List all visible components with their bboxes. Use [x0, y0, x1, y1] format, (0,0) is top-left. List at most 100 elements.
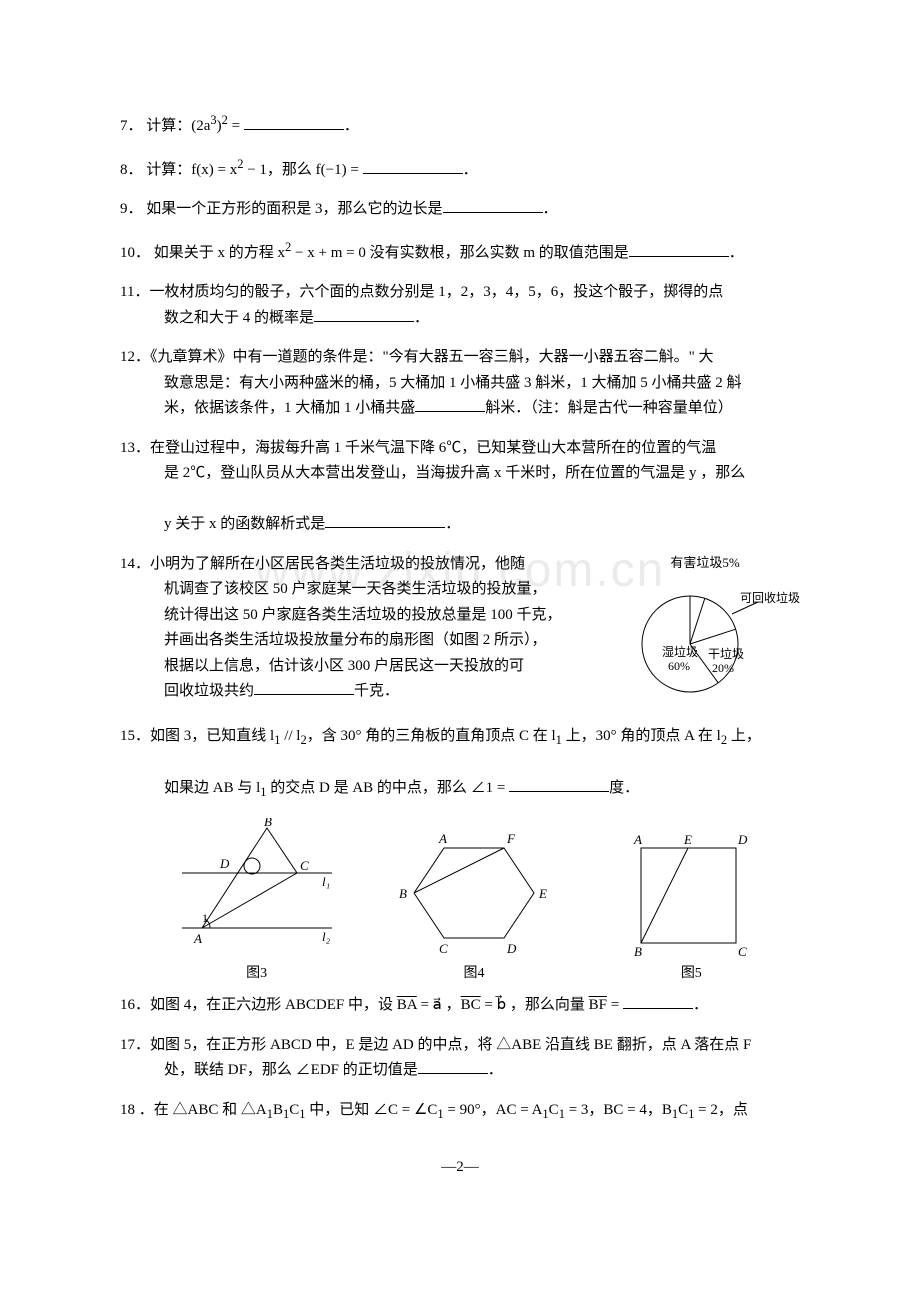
q-text: 上，30° 角的顶点 A 在 l [562, 728, 721, 744]
q-text: C [549, 1102, 559, 1118]
answer-blank[interactable] [415, 397, 485, 412]
svg-text:C: C [439, 941, 448, 956]
pie-svg: 湿垃圾 60% 干垃圾 20% 可回收垃圾 [610, 574, 800, 704]
fig3-caption: 图3 [172, 962, 342, 986]
q-num: 13． [120, 440, 150, 456]
answer-blank[interactable] [623, 994, 693, 1009]
answer-blank[interactable] [314, 307, 414, 322]
answer-blank[interactable] [629, 242, 729, 257]
q-text: = b⃗ ，那么向量 [481, 997, 589, 1013]
q-text: // l [280, 728, 300, 744]
svg-text:l₁: l₁ [322, 874, 330, 889]
q-text: 如图 5，在正方形 ABCD 中，E 是边 AD 的中点，将 △ABE 沿直线 … [150, 1037, 751, 1053]
q-num: 18 ． [120, 1102, 154, 1118]
q-text: 斛米．（注：斛是古代一种容量单位） [485, 400, 733, 416]
answer-blank[interactable] [325, 513, 445, 528]
q-text: = [607, 997, 623, 1013]
q-text: 统计得出这 50 户家庭各类生活垃圾的投放总量是 100 千克， [120, 607, 562, 623]
pie-wet-label: 湿垃圾 [662, 644, 698, 659]
figure-3: B D C A 1 l₁ l₂ 图3 [172, 818, 342, 986]
q-text: 度． [609, 780, 639, 796]
question-14: 有害垃圾5% 湿垃圾 60% 干垃圾 20% 可回收垃圾 14．小明 [120, 552, 800, 710]
q-text: 如图 3，已知直线 l [150, 728, 274, 744]
pie-wet-pct: 60% [668, 659, 690, 673]
pie-dry-label: 干垃圾 [708, 646, 744, 661]
answer-blank[interactable] [509, 777, 609, 792]
answer-blank[interactable] [418, 1059, 488, 1074]
q-text: 回收垃圾共约 [120, 683, 254, 699]
q-text: 千克． [354, 683, 399, 699]
q-text: 的交点 D 是 AB 的中点，那么 ∠1 = [267, 780, 510, 796]
question-15: 15．如图 3，已知直线 l1 // l2，含 30° 角的三角板的直角顶点 C… [120, 724, 800, 804]
tail: ． [729, 245, 744, 261]
q-text: 是 2℃，登山队员从大本营出发登山，当海拔升高 x 千米时，所在位置的气温是 y… [120, 465, 745, 481]
q-text: 处，联结 DF，那么 ∠EDF 的正切值是 [120, 1062, 418, 1078]
q-num: 12． [120, 349, 150, 365]
q-num: 14． [120, 556, 150, 572]
fig5-caption: 图5 [606, 962, 776, 986]
vector: BF [589, 997, 607, 1013]
svg-text:E: E [538, 886, 547, 901]
vector: BC [461, 997, 481, 1013]
svg-text:D: D [737, 832, 748, 847]
fig3-svg: B D C A 1 l₁ l₂ [172, 818, 342, 958]
q-text: = a⃗ ， [417, 997, 461, 1013]
tail: ． [344, 118, 359, 134]
q-num: 11． [120, 284, 149, 300]
q-text: = 2，点 [694, 1102, 747, 1118]
vector: BA [397, 997, 417, 1013]
svg-text:B: B [399, 886, 407, 901]
answer-blank[interactable] [363, 159, 463, 174]
svg-text:A: A [193, 931, 202, 946]
q-text: 在 △ABC 和 △A [154, 1102, 267, 1118]
q-text: 一枚材质均匀的骰子，六个面的点数分别是 1，2，3，4，5，6，投这个骰子，掷得… [149, 284, 723, 300]
question-11: 11．一枚材质均匀的骰子，六个面的点数分别是 1，2，3，4，5，6，投这个骰子… [120, 280, 800, 331]
answer-blank[interactable] [244, 115, 344, 130]
svg-text:E: E [683, 832, 692, 847]
svg-text:A: A [633, 832, 642, 847]
svg-text:l₂: l₂ [322, 929, 331, 944]
q-text: 如果关于 x 的方程 x [154, 245, 285, 261]
tail: ． [463, 162, 478, 178]
tail: ． [488, 1062, 503, 1078]
q-text: 如图 4，在正六边形 ABCDEF 中，设 [150, 997, 397, 1013]
figure-row: B D C A 1 l₁ l₂ 图3 A F B E C D [148, 818, 800, 986]
tail: ． [414, 310, 429, 326]
tail: ． [543, 201, 558, 217]
answer-blank[interactable] [443, 198, 543, 213]
tail: ． [445, 516, 460, 532]
q-text: = [228, 118, 244, 134]
svg-text:1: 1 [202, 911, 208, 925]
q-text: 数之和大于 4 的概率是 [120, 310, 314, 326]
figure-5: A E D B C 图5 [606, 828, 776, 986]
q-text: 米，依据该条件，1 大桶加 1 小桶共盛 [120, 400, 415, 416]
q-text: y 关于 x 的函数解析式是 [120, 516, 325, 532]
q-text: 计算：(2a [146, 118, 210, 134]
q-num: 9． [120, 201, 143, 217]
q-text: 上， [727, 728, 761, 744]
q-text: ，含 30° 角的三角板的直角顶点 C 在 l [307, 728, 556, 744]
question-16: 16．如图 4，在正六边形 ABCDEF 中，设 BA = a⃗ ，BC = b… [120, 993, 800, 1019]
svg-text:A: A [438, 831, 447, 846]
svg-text:C: C [738, 944, 747, 958]
question-10: 10． 如果关于 x 的方程 x2 − x + m = 0 没有实数根，那么实数… [120, 237, 800, 267]
question-8: 8． 计算：f(x) = x2 − 1，那么 f(−1) = ． [120, 154, 800, 184]
svg-text:F: F [506, 831, 516, 846]
svg-text:B: B [634, 944, 642, 958]
q-text: 《九章算术》中有一道题的条件是："今有大器五一容三斛，大器一小器五容二斛。" 大 [150, 349, 714, 365]
q-text: 中，已知 ∠C = ∠C [305, 1102, 437, 1118]
q-text: 计算：f(x) = x [146, 162, 237, 178]
q-text: 小明为了解所在小区居民各类生活垃圾的投放情况，他随 [150, 556, 525, 572]
q-text: 机调查了该校区 50 户家庭某一天各类生活垃圾的投放量， [120, 581, 547, 597]
q-text: C [678, 1102, 688, 1118]
question-7: 7． 计算：(2a3)2 = ． [120, 110, 800, 140]
svg-text:D: D [219, 856, 230, 871]
q-num: 7． [120, 118, 143, 134]
tail: ． [693, 997, 708, 1013]
q-text: = 90°，AC = A [444, 1102, 543, 1118]
answer-blank[interactable] [254, 680, 354, 695]
q-text: 如果边 AB 与 l [120, 780, 260, 796]
q-text: B [273, 1102, 283, 1118]
page-number: —2— [120, 1155, 800, 1181]
q-num: 10． [120, 245, 150, 261]
